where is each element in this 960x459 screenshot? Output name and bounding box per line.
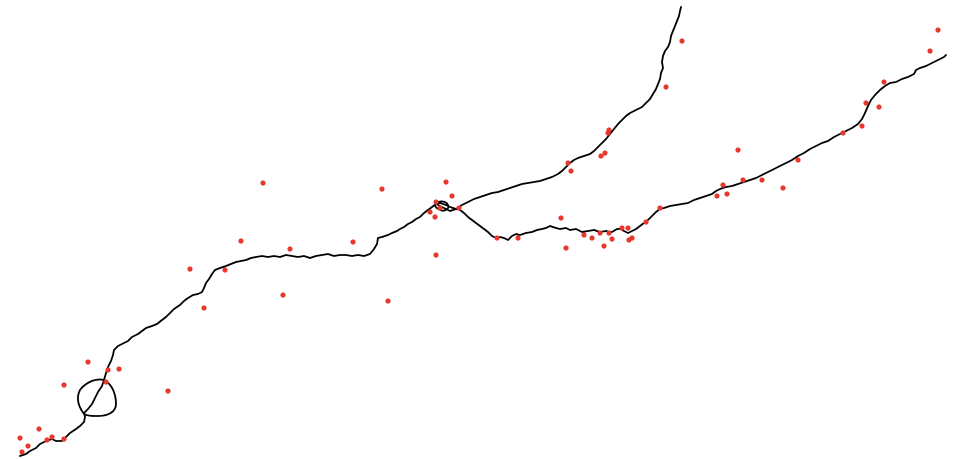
stop-marker[interactable]	[568, 168, 574, 174]
stop-marker[interactable]	[609, 236, 615, 242]
stop-marker[interactable]	[859, 123, 865, 129]
stop-marker[interactable]	[679, 38, 685, 44]
stop-marker[interactable]	[287, 246, 293, 252]
stop-marker[interactable]	[36, 426, 42, 432]
stop-marker[interactable]	[606, 127, 612, 133]
stop-marker[interactable]	[735, 147, 741, 153]
stop-marker[interactable]	[201, 305, 207, 311]
stop-marker[interactable]	[515, 235, 521, 241]
route-loop-southwest	[77, 378, 117, 417]
stop-marker[interactable]	[116, 366, 122, 372]
stop-marker[interactable]	[598, 153, 604, 159]
stop-marker[interactable]	[432, 214, 438, 220]
stop-marker[interactable]	[759, 177, 765, 183]
stop-marker[interactable]	[433, 199, 439, 205]
stop-marker[interactable]	[25, 443, 31, 449]
route-junction-knot	[434, 200, 450, 212]
stop-marker[interactable]	[427, 209, 433, 215]
route-line-main	[19, 54, 947, 457]
stop-marker[interactable]	[602, 150, 608, 156]
stop-marker[interactable]	[927, 48, 933, 54]
stop-marker[interactable]	[714, 193, 720, 199]
stop-marker[interactable]	[780, 185, 786, 191]
stop-marker[interactable]	[619, 225, 625, 231]
stop-marker[interactable]	[629, 235, 635, 241]
stop-marker[interactable]	[724, 191, 730, 197]
stop-marker[interactable]	[840, 130, 846, 136]
stop-marker[interactable]	[437, 205, 443, 211]
stop-marker[interactable]	[606, 230, 612, 236]
stop-marker[interactable]	[238, 238, 244, 244]
stop-marker[interactable]	[558, 215, 564, 221]
stop-marker[interactable]	[44, 437, 50, 443]
stop-marker[interactable]	[663, 84, 669, 90]
stop-marker[interactable]	[935, 27, 941, 33]
stop-marker[interactable]	[85, 359, 91, 365]
stop-marker[interactable]	[657, 205, 663, 211]
stop-marker[interactable]	[61, 436, 67, 442]
stop-marker[interactable]	[61, 382, 67, 388]
stop-marker[interactable]	[601, 243, 607, 249]
stop-marker[interactable]	[103, 379, 109, 385]
stop-marker[interactable]	[643, 219, 649, 225]
stop-marker[interactable]	[443, 179, 449, 185]
stop-marker[interactable]	[565, 160, 571, 166]
stop-markers	[17, 27, 941, 455]
stop-marker[interactable]	[563, 245, 569, 251]
stop-marker[interactable]	[385, 298, 391, 304]
stop-marker[interactable]	[433, 252, 439, 258]
stop-marker[interactable]	[625, 225, 631, 231]
stop-marker[interactable]	[581, 232, 587, 238]
stop-marker[interactable]	[379, 186, 385, 192]
stop-marker[interactable]	[881, 79, 887, 85]
stop-marker[interactable]	[280, 292, 286, 298]
stop-marker[interactable]	[49, 434, 55, 440]
route-line-north-branch	[437, 6, 682, 212]
stop-marker[interactable]	[720, 182, 726, 188]
stop-marker[interactable]	[260, 180, 266, 186]
stop-marker[interactable]	[105, 367, 111, 373]
stop-marker[interactable]	[449, 193, 455, 199]
stop-marker[interactable]	[165, 388, 171, 394]
stop-marker[interactable]	[876, 104, 882, 110]
stop-marker[interactable]	[350, 239, 356, 245]
stop-marker[interactable]	[456, 205, 462, 211]
stop-marker[interactable]	[187, 266, 193, 272]
stop-marker[interactable]	[494, 235, 500, 241]
stop-marker[interactable]	[17, 435, 23, 441]
stop-marker[interactable]	[795, 157, 801, 163]
stop-marker[interactable]	[740, 177, 746, 183]
stop-marker[interactable]	[597, 230, 603, 236]
stop-marker[interactable]	[19, 449, 25, 455]
stop-marker[interactable]	[589, 235, 595, 241]
stop-marker[interactable]	[863, 100, 869, 106]
stop-marker[interactable]	[222, 267, 228, 273]
